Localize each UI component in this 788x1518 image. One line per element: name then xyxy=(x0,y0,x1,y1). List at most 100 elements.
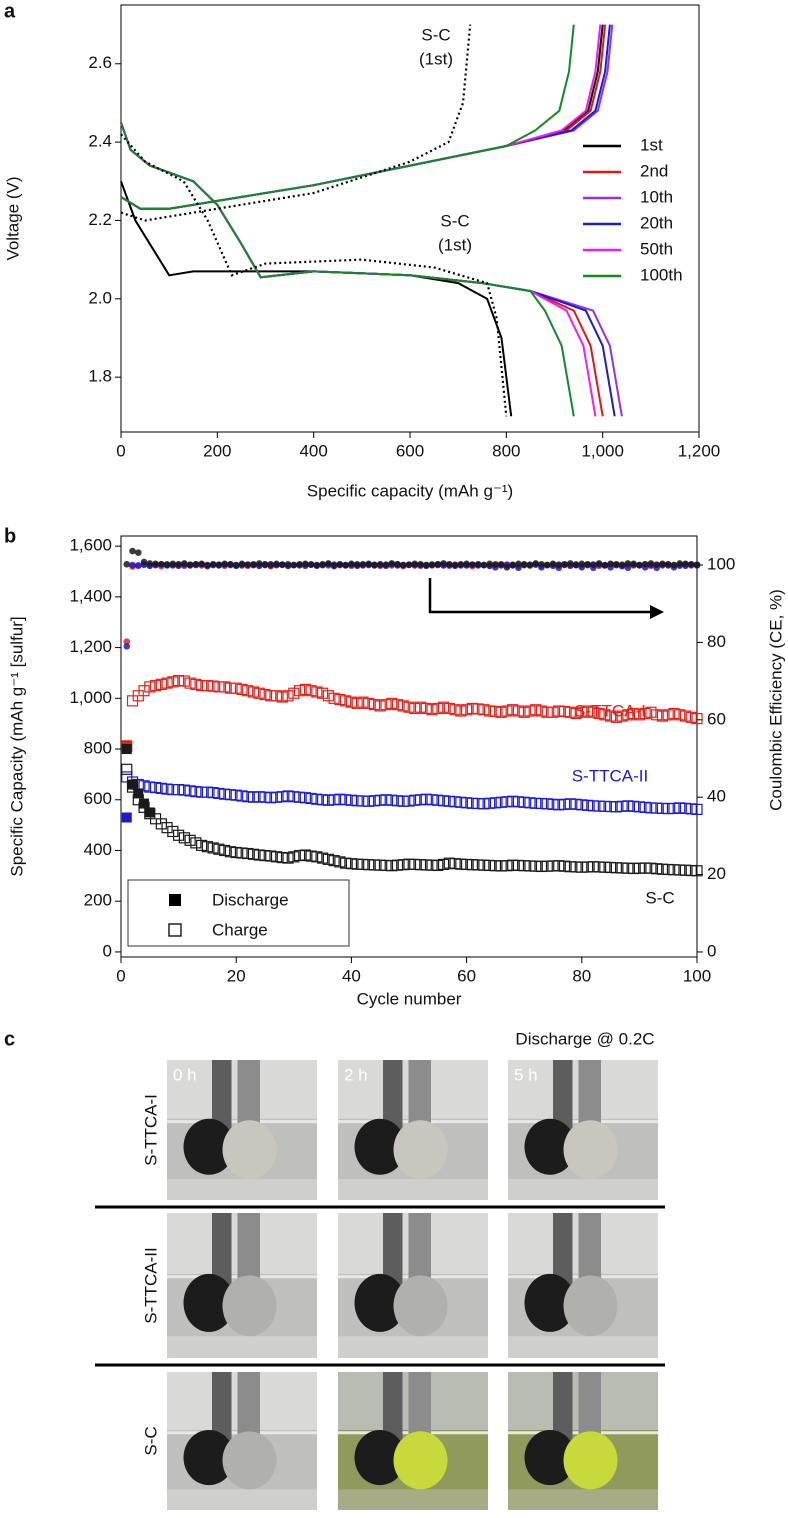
charge-point xyxy=(633,709,646,721)
charge-point xyxy=(558,798,571,810)
curve xyxy=(120,24,604,417)
charge-point xyxy=(610,801,622,813)
legend-swatch xyxy=(168,923,182,937)
ce-point xyxy=(543,561,551,569)
ce-point xyxy=(342,561,349,569)
y2-tick-label: 40 xyxy=(707,787,726,806)
ce-point xyxy=(140,558,148,566)
charge-point xyxy=(489,705,501,718)
charge-point xyxy=(121,763,133,775)
ce-point xyxy=(601,561,609,569)
charge-point xyxy=(587,861,599,873)
ce-point xyxy=(134,562,142,569)
charge-point xyxy=(259,688,271,701)
charge-point xyxy=(242,847,254,860)
ce-point xyxy=(359,560,367,568)
photo-electrode xyxy=(183,1429,235,1486)
photo-clip xyxy=(408,1213,431,1293)
charge-point xyxy=(449,796,461,808)
ce-point xyxy=(492,561,499,568)
charge-point xyxy=(679,802,692,814)
ce-point xyxy=(670,561,678,569)
charge-point xyxy=(270,851,283,863)
charge-point xyxy=(553,860,565,872)
photo-clip xyxy=(383,1060,403,1137)
legend-label: 50th xyxy=(640,239,673,258)
charge-point xyxy=(334,693,346,706)
charge-point xyxy=(184,785,196,797)
charge-point xyxy=(265,690,277,702)
x-tick-label: 40 xyxy=(342,966,361,985)
charge-point xyxy=(547,798,559,810)
ce-point xyxy=(411,560,419,568)
charge-point xyxy=(253,687,265,699)
ce-point xyxy=(446,561,453,568)
charge-point xyxy=(196,839,208,852)
photo xyxy=(338,1060,488,1200)
photo-base xyxy=(167,1179,317,1200)
charge-point xyxy=(397,795,409,807)
ce-point xyxy=(163,561,171,568)
charge-point xyxy=(628,800,640,812)
ce-point xyxy=(134,549,142,556)
photo-base xyxy=(338,1336,488,1358)
charge-point xyxy=(293,685,306,697)
charge-point xyxy=(224,682,237,694)
charge-point xyxy=(288,791,300,803)
photo-electrode xyxy=(563,1275,618,1337)
photo-electrode xyxy=(393,1120,448,1179)
x-tick-label: 0 xyxy=(116,441,125,460)
charge-point xyxy=(196,680,208,692)
ce-point xyxy=(561,560,568,568)
charge-point xyxy=(138,685,150,697)
discharge-point xyxy=(133,788,144,799)
charge-point xyxy=(414,701,427,713)
charge-point xyxy=(461,858,473,871)
charge-point xyxy=(161,677,173,689)
photo-clip xyxy=(553,1060,573,1137)
ce-point xyxy=(520,560,528,568)
ce-point xyxy=(348,560,355,568)
charge-point xyxy=(282,852,294,864)
charge-point xyxy=(495,706,507,718)
charge-point xyxy=(570,707,582,720)
y2-tick-label: 60 xyxy=(707,709,726,728)
ce-point xyxy=(146,560,154,567)
charge-point xyxy=(455,705,467,717)
charge-point xyxy=(328,794,340,806)
charge-point xyxy=(472,703,484,715)
charge-point xyxy=(363,697,375,709)
ce-point xyxy=(158,560,165,568)
ce-point xyxy=(636,561,643,569)
photo-base xyxy=(338,1179,488,1200)
photo-clip xyxy=(553,1213,573,1293)
charge-point xyxy=(345,794,357,806)
charge-point xyxy=(155,818,167,830)
ce-point xyxy=(451,561,459,569)
ce-point xyxy=(682,560,689,568)
legend-label: 2nd xyxy=(640,161,668,180)
discharge-point xyxy=(139,798,150,809)
charge-point xyxy=(305,685,317,697)
charge-point xyxy=(397,700,409,712)
y-tick-label: 1.8 xyxy=(88,367,112,386)
charge-point xyxy=(541,860,553,872)
charge-point xyxy=(472,797,484,810)
y-tick-label: 2.6 xyxy=(88,53,112,72)
legend-box xyxy=(127,879,350,947)
charge-point xyxy=(138,780,150,792)
x-tick-label: 800 xyxy=(492,441,520,460)
charge-point xyxy=(190,678,202,690)
ce-point xyxy=(232,561,240,569)
photo-electrode xyxy=(354,1118,406,1175)
charge-point xyxy=(426,794,438,806)
charge-point xyxy=(472,859,484,871)
row-label: S-C xyxy=(141,1426,160,1455)
charge-point xyxy=(461,704,473,716)
charge-point xyxy=(443,795,455,807)
y2-tick-label: 100 xyxy=(707,555,735,574)
panel-label: c xyxy=(4,1028,15,1050)
charge-point xyxy=(599,800,611,812)
charge-point xyxy=(599,861,611,873)
